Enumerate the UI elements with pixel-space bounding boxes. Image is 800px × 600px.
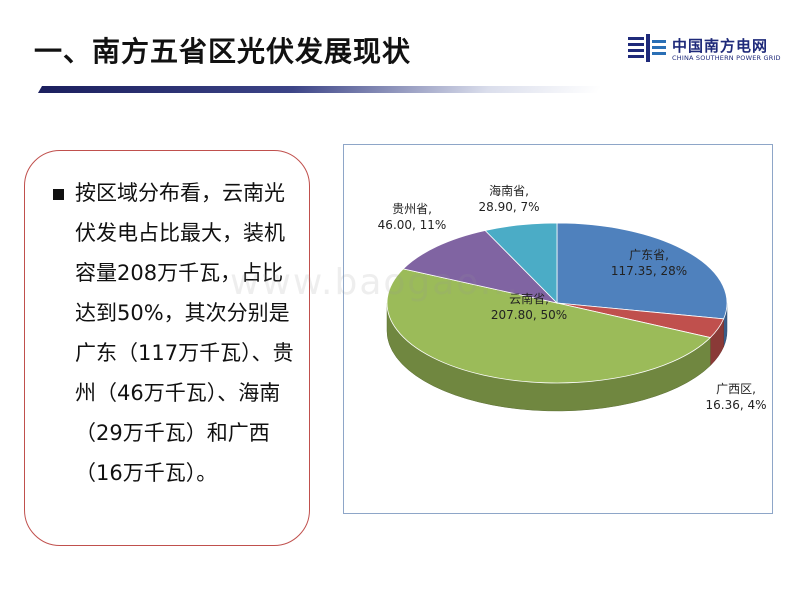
pie-slice-海南省 — [484, 222, 558, 304]
summary-text-panel: 按区域分布看，云南光伏发电占比最大，装机容量208万千瓦，占比达到50%，其次分… — [24, 150, 310, 546]
title-underline-bar — [37, 86, 603, 93]
data-label-广西区: 广西区, 16.36, 4% — [705, 382, 766, 412]
bullet-square-icon — [53, 189, 64, 200]
data-label-广东省: 广东省, 117.35, 28% — [611, 248, 687, 278]
pie-chart: 广东省, 117.35, 28% 广西区, 16.36, 4% 云南省, 207.80, … — [378, 183, 767, 412]
data-label-贵州省: 贵州省, 46.00, 11% — [378, 202, 447, 232]
logo-subtitle: CHINA SOUTHERN POWER GRID — [672, 54, 781, 62]
pie-chart-frame: 广东省, 117.35, 28% 广西区, 16.36, 4% 云南省, 207.80, … — [343, 144, 773, 514]
page-title: 一、南方五省区光伏发展现状 — [34, 35, 412, 68]
pie-slice-云南省 — [386, 268, 712, 384]
data-label-云南省: 云南省, 207.80, 50% — [491, 291, 567, 322]
company-logo: 中国南方电网 CHINA SOUTHERN POWER GRID — [626, 32, 796, 66]
data-label-海南省: 海南省, 28.90, 7% — [478, 183, 539, 214]
pie-slice-贵州省 — [402, 230, 559, 304]
pie-tops — [386, 222, 728, 384]
pie-slice-广东省 — [556, 222, 728, 320]
summary-text: 按区域分布看，云南光伏发电占比最大，装机容量208万千瓦，占比达到50%，其次分… — [75, 181, 294, 485]
logo-name: 中国南方电网 — [672, 37, 769, 55]
power-grid-logo-icon — [628, 34, 666, 62]
pie-data-labels: 广东省, 117.35, 28% 广西区, 16.36, 4% 云南省, 207.80, … — [378, 183, 767, 412]
